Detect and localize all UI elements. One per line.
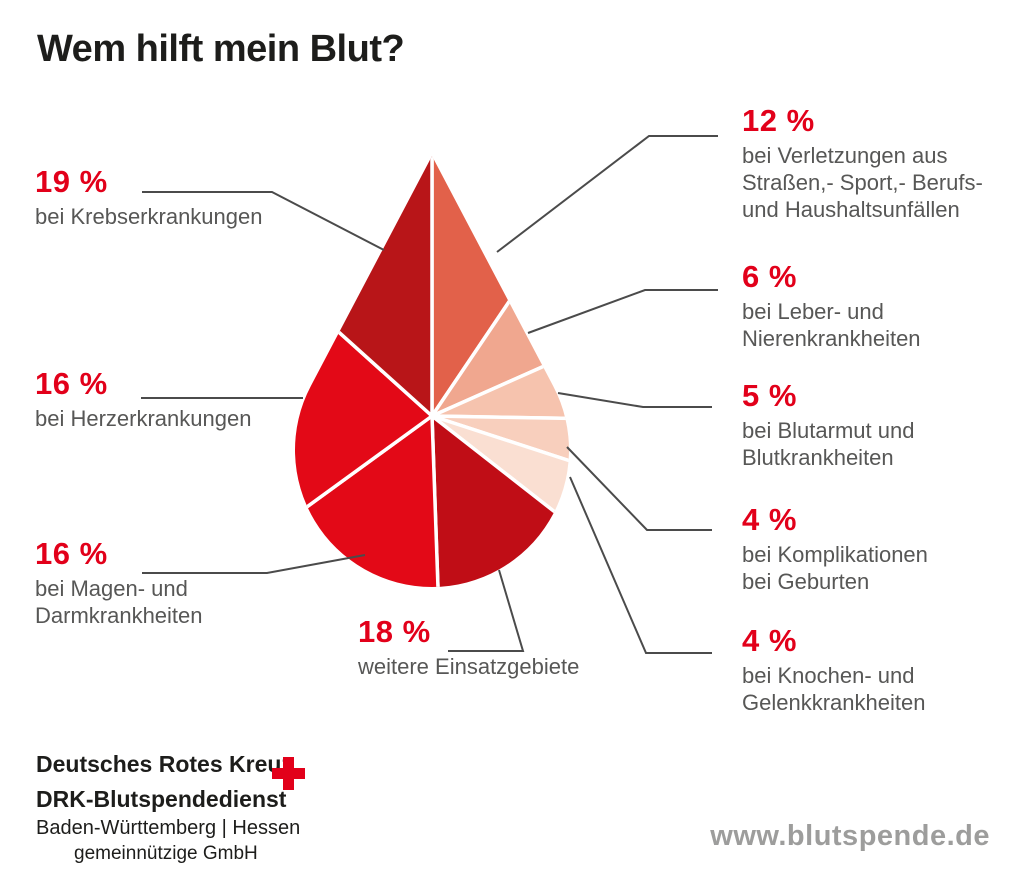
page-title: Wem hilft mein Blut? bbox=[37, 28, 405, 70]
callout-weitere: 18 % weitere Einsatzgebiete bbox=[358, 616, 579, 680]
drk-logo-block: Deutsches Rotes Kreuz DRK-Blutspendedien… bbox=[36, 751, 301, 864]
percent-value: 19 % bbox=[35, 164, 108, 199]
slice-krebs bbox=[295, 156, 434, 420]
leader-line-leber bbox=[527, 289, 718, 334]
callout-label-line: bei Knochen- und bbox=[742, 663, 915, 688]
leader-line-verletzungen bbox=[496, 135, 718, 253]
logo-org-name: Deutsches Rotes Kreuz bbox=[36, 751, 293, 777]
callout-leber: 6 % bei Leber- und Nierenkrankheiten bbox=[742, 261, 921, 352]
callout-label-line: Gelenkkrankheiten bbox=[742, 690, 926, 715]
logo-service-name: DRK-Blutspendedienst bbox=[36, 786, 287, 812]
callout-magen: 16 % bei Magen- und Darmkrankheiten bbox=[35, 538, 203, 629]
leader-lines-group bbox=[141, 135, 718, 654]
website-url: www.blutspende.de bbox=[710, 820, 990, 852]
callout-geburten: 4 % bei Komplikationen bei Geburten bbox=[742, 504, 928, 595]
callout-label-line: bei Magen- und bbox=[35, 576, 188, 601]
callout-label-line: bei Krebserkrankungen bbox=[35, 204, 263, 229]
callout-label-line: Straßen,- Sport,- Berufs- bbox=[742, 170, 983, 195]
red-cross-icon bbox=[272, 757, 305, 790]
percent-value: 16 % bbox=[35, 536, 108, 571]
logo-legal-form: gemeinnützige GmbH bbox=[74, 843, 258, 864]
callout-knochen: 4 % bei Knochen- und Gelenkkrankheiten bbox=[742, 625, 925, 716]
leader-line-weitere bbox=[448, 569, 525, 652]
callout-label-line: bei Blutarmut und bbox=[742, 418, 915, 443]
leader-line-blutarmut bbox=[557, 392, 712, 408]
callout-label-line: weitere Einsatzgebiete bbox=[358, 654, 580, 679]
callout-label-line: bei Verletzungen aus bbox=[742, 143, 948, 168]
callout-label-line: bei Komplikationen bbox=[742, 542, 928, 567]
callout-label-line: bei Leber- und bbox=[742, 299, 884, 324]
callout-label-line: Darmkrankheiten bbox=[35, 603, 203, 628]
percent-value: 4 % bbox=[742, 502, 797, 537]
percent-value: 16 % bbox=[35, 366, 108, 401]
leader-line-knochen bbox=[569, 476, 712, 654]
leader-line-geburten bbox=[566, 446, 712, 531]
callout-krebs: 19 % bei Krebserkrankungen bbox=[35, 166, 262, 230]
callout-label-line: bei Herzerkrankungen bbox=[35, 406, 252, 431]
percent-value: 5 % bbox=[742, 378, 797, 413]
callout-label-line: Blutkrankheiten bbox=[742, 445, 894, 470]
callout-label-line: bei Geburten bbox=[742, 569, 870, 594]
callout-verletzungen: 12 % bei Verletzungen aus Straßen,- Spor… bbox=[742, 105, 983, 223]
slice-blutarmut bbox=[431, 279, 569, 424]
percent-value: 6 % bbox=[742, 259, 797, 294]
callout-herz: 16 % bei Herzerkrankungen bbox=[35, 368, 251, 432]
callout-blutarmut: 5 % bei Blutarmut und Blutkrankheiten bbox=[742, 380, 914, 471]
leader-line-krebs bbox=[142, 191, 385, 251]
percent-value: 4 % bbox=[742, 623, 797, 658]
leader-line-magen bbox=[142, 554, 366, 574]
callout-label-line: Nierenkrankheiten bbox=[742, 326, 921, 351]
red-cross-shape bbox=[272, 757, 305, 790]
logo-region: Baden-Württemberg | Hessen bbox=[36, 817, 301, 839]
percent-value: 12 % bbox=[742, 103, 815, 138]
percent-value: 18 % bbox=[358, 614, 431, 649]
callout-label-line: und Haushaltsunfällen bbox=[742, 197, 960, 222]
